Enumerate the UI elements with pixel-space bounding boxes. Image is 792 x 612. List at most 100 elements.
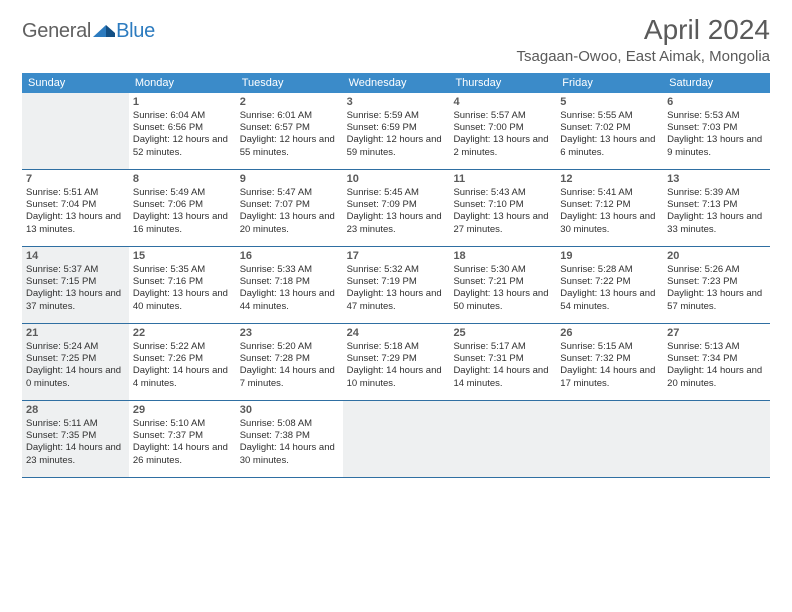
daylight-line: Daylight: 13 hours and 13 minutes. [26,211,125,235]
sunset-line: Sunset: 6:59 PM [347,122,446,134]
sunrise-line: Sunrise: 5:17 AM [453,341,552,353]
day-number: 28 [26,403,125,417]
sunset-line: Sunset: 7:18 PM [240,276,339,288]
day-number: 21 [26,326,125,340]
sunrise-line: Sunrise: 5:20 AM [240,341,339,353]
brand-triangle-icon [93,21,115,37]
day-number: 22 [133,326,232,340]
sunrise-line: Sunrise: 5:53 AM [667,110,766,122]
sunrise-line: Sunrise: 5:22 AM [133,341,232,353]
sunset-line: Sunset: 7:21 PM [453,276,552,288]
sunrise-line: Sunrise: 5:35 AM [133,264,232,276]
dow-cell: Sunday [22,73,129,93]
sunset-line: Sunset: 7:31 PM [453,353,552,365]
sunrise-line: Sunrise: 5:24 AM [26,341,125,353]
daylight-line: Daylight: 13 hours and 37 minutes. [26,288,125,312]
sunrise-line: Sunrise: 5:26 AM [667,264,766,276]
day-number: 3 [347,95,446,109]
title-block: April 2024 Tsagaan-Owoo, East Aimak, Mon… [517,14,770,65]
day-cell: 7Sunrise: 5:51 AMSunset: 7:04 PMDaylight… [22,170,129,246]
sunset-line: Sunset: 7:13 PM [667,199,766,211]
day-cell: 28Sunrise: 5:11 AMSunset: 7:35 PMDayligh… [22,401,129,477]
day-cell: 30Sunrise: 5:08 AMSunset: 7:38 PMDayligh… [236,401,343,477]
daylight-line: Daylight: 13 hours and 16 minutes. [133,211,232,235]
calendar-grid: SundayMondayTuesdayWednesdayThursdayFrid… [22,73,770,478]
header: General Blue April 2024 Tsagaan-Owoo, Ea… [22,14,770,65]
day-number: 12 [560,172,659,186]
day-cell: 13Sunrise: 5:39 AMSunset: 7:13 PMDayligh… [663,170,770,246]
day-number: 4 [453,95,552,109]
sunrise-line: Sunrise: 5:10 AM [133,418,232,430]
day-number: 19 [560,249,659,263]
day-cell: 18Sunrise: 5:30 AMSunset: 7:21 PMDayligh… [449,247,556,323]
day-cell: 11Sunrise: 5:43 AMSunset: 7:10 PMDayligh… [449,170,556,246]
daylight-line: Daylight: 13 hours and 9 minutes. [667,134,766,158]
day-number: 17 [347,249,446,263]
dow-cell: Saturday [663,73,770,93]
daylight-line: Daylight: 14 hours and 10 minutes. [347,365,446,389]
day-number: 14 [26,249,125,263]
daylight-line: Daylight: 14 hours and 20 minutes. [667,365,766,389]
sunset-line: Sunset: 7:02 PM [560,122,659,134]
sunrise-line: Sunrise: 5:41 AM [560,187,659,199]
sunset-line: Sunset: 7:23 PM [667,276,766,288]
daylight-line: Daylight: 14 hours and 7 minutes. [240,365,339,389]
sunrise-line: Sunrise: 5:49 AM [133,187,232,199]
sunset-line: Sunset: 7:38 PM [240,430,339,442]
day-cell: 8Sunrise: 5:49 AMSunset: 7:06 PMDaylight… [129,170,236,246]
sunset-line: Sunset: 7:32 PM [560,353,659,365]
day-number: 10 [347,172,446,186]
sunrise-line: Sunrise: 5:47 AM [240,187,339,199]
day-cell: 9Sunrise: 5:47 AMSunset: 7:07 PMDaylight… [236,170,343,246]
sunset-line: Sunset: 7:19 PM [347,276,446,288]
sunset-line: Sunset: 7:12 PM [560,199,659,211]
daylight-line: Daylight: 14 hours and 26 minutes. [133,442,232,466]
week-row: 28Sunrise: 5:11 AMSunset: 7:35 PMDayligh… [22,401,770,478]
daylight-line: Daylight: 13 hours and 30 minutes. [560,211,659,235]
day-cell: 22Sunrise: 5:22 AMSunset: 7:26 PMDayligh… [129,324,236,400]
sunset-line: Sunset: 7:03 PM [667,122,766,134]
daylight-line: Daylight: 13 hours and 47 minutes. [347,288,446,312]
daylight-line: Daylight: 14 hours and 4 minutes. [133,365,232,389]
day-number: 7 [26,172,125,186]
day-cell: 6Sunrise: 5:53 AMSunset: 7:03 PMDaylight… [663,93,770,169]
sunrise-line: Sunrise: 5:08 AM [240,418,339,430]
week-row: 1Sunrise: 6:04 AMSunset: 6:56 PMDaylight… [22,93,770,170]
brand-word2: Blue [116,20,155,43]
daylight-line: Daylight: 13 hours and 23 minutes. [347,211,446,235]
location-subtitle: Tsagaan-Owoo, East Aimak, Mongolia [517,48,770,65]
day-cell: 27Sunrise: 5:13 AMSunset: 7:34 PMDayligh… [663,324,770,400]
sunset-line: Sunset: 6:56 PM [133,122,232,134]
day-number: 20 [667,249,766,263]
daylight-line: Daylight: 14 hours and 14 minutes. [453,365,552,389]
weeks-container: 1Sunrise: 6:04 AMSunset: 6:56 PMDaylight… [22,93,770,478]
sunrise-line: Sunrise: 5:33 AM [240,264,339,276]
day-cell: 16Sunrise: 5:33 AMSunset: 7:18 PMDayligh… [236,247,343,323]
day-cell: 3Sunrise: 5:59 AMSunset: 6:59 PMDaylight… [343,93,450,169]
day-cell: 17Sunrise: 5:32 AMSunset: 7:19 PMDayligh… [343,247,450,323]
day-cell [556,401,663,477]
daylight-line: Daylight: 14 hours and 30 minutes. [240,442,339,466]
day-number: 11 [453,172,552,186]
day-of-week-header: SundayMondayTuesdayWednesdayThursdayFrid… [22,73,770,93]
day-number: 1 [133,95,232,109]
sunrise-line: Sunrise: 5:55 AM [560,110,659,122]
day-cell: 14Sunrise: 5:37 AMSunset: 7:15 PMDayligh… [22,247,129,323]
daylight-line: Daylight: 13 hours and 27 minutes. [453,211,552,235]
dow-cell: Wednesday [343,73,450,93]
sunset-line: Sunset: 7:15 PM [26,276,125,288]
day-number: 29 [133,403,232,417]
day-number: 18 [453,249,552,263]
week-row: 21Sunrise: 5:24 AMSunset: 7:25 PMDayligh… [22,324,770,401]
daylight-line: Daylight: 13 hours and 44 minutes. [240,288,339,312]
day-cell: 21Sunrise: 5:24 AMSunset: 7:25 PMDayligh… [22,324,129,400]
daylight-line: Daylight: 13 hours and 20 minutes. [240,211,339,235]
sunrise-line: Sunrise: 5:37 AM [26,264,125,276]
day-cell [663,401,770,477]
brand-logo: General Blue [22,20,155,43]
day-number: 2 [240,95,339,109]
sunrise-line: Sunrise: 5:11 AM [26,418,125,430]
day-number: 26 [560,326,659,340]
sunset-line: Sunset: 7:00 PM [453,122,552,134]
month-title: April 2024 [517,14,770,46]
